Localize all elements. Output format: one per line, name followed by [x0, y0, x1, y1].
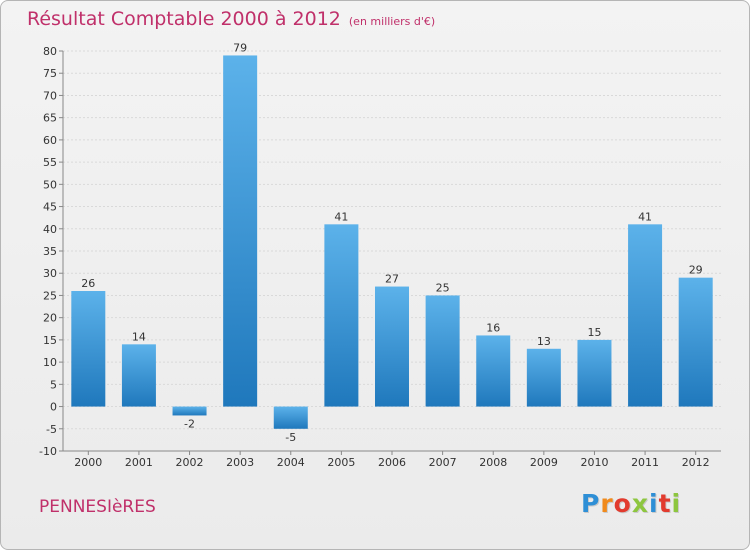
bar-value-label: 29 — [689, 264, 703, 277]
bar — [273, 406, 308, 429]
place-name: PENNESIèRES — [39, 497, 156, 517]
y-tick-label: 10 — [43, 356, 57, 369]
logo-letter: x — [631, 489, 649, 518]
chart-title: Résultat Comptable 2000 à 2012 (en millie… — [27, 8, 435, 30]
y-tick-label: 40 — [43, 223, 57, 236]
logo-letter: P — [581, 489, 601, 518]
x-tick-label: 2008 — [479, 456, 507, 469]
x-tick-label: 2012 — [682, 456, 710, 469]
bar — [476, 335, 511, 407]
bar-value-label: 16 — [486, 321, 500, 334]
y-tick-label: 0 — [50, 401, 57, 414]
y-tick-label: 30 — [43, 267, 57, 280]
x-tick-label: 2006 — [378, 456, 406, 469]
logo-letter: t — [658, 489, 672, 518]
bar-value-label: -2 — [184, 417, 195, 430]
bar — [577, 339, 612, 407]
y-tick-label: 50 — [43, 178, 57, 191]
x-tick-label: 2002 — [176, 456, 204, 469]
y-tick-label: 5 — [50, 378, 57, 391]
bar-value-label: 25 — [436, 281, 450, 294]
y-tick-label: 75 — [43, 67, 57, 80]
y-tick-label: 60 — [43, 134, 57, 147]
bar — [425, 295, 460, 407]
y-tick-label: 25 — [43, 289, 57, 302]
x-tick-label: 2010 — [580, 456, 608, 469]
logo-letter: r — [600, 489, 614, 518]
bar-value-label: 26 — [81, 277, 95, 290]
x-tick-label: 2009 — [530, 456, 558, 469]
y-tick-label: -5 — [46, 423, 57, 436]
logo-letter: i — [649, 489, 659, 518]
bar — [678, 277, 713, 407]
bar-value-label: 41 — [638, 210, 652, 223]
bar — [628, 224, 663, 407]
bar-value-label: 27 — [385, 273, 399, 286]
x-tick-label: 2001 — [125, 456, 153, 469]
bar — [121, 344, 156, 407]
logo-letter: i — [671, 489, 682, 518]
bar-value-label: 13 — [537, 335, 551, 348]
bar — [375, 286, 409, 407]
bar — [526, 348, 561, 407]
y-tick-label: -10 — [39, 445, 57, 458]
bar — [324, 224, 359, 407]
bar — [71, 291, 106, 407]
bar-value-label: -5 — [285, 431, 296, 444]
bar — [172, 406, 207, 416]
bar-value-label: 79 — [233, 41, 247, 54]
chart-subtitle: (en milliers d'€) — [348, 15, 436, 28]
chart-title-text: Résultat Comptable 2000 à 2012 — [27, 8, 341, 30]
x-tick-label: 2007 — [429, 456, 457, 469]
x-tick-label: 2000 — [74, 456, 102, 469]
y-tick-label: 15 — [43, 334, 57, 347]
x-tick-label: 2011 — [631, 456, 659, 469]
y-tick-label: 45 — [43, 201, 57, 214]
bar-value-label: 14 — [132, 330, 146, 343]
x-tick-label: 2005 — [327, 456, 355, 469]
logo-letter: o — [613, 489, 632, 518]
bar-value-label: 41 — [334, 210, 348, 223]
y-tick-label: 70 — [43, 89, 57, 102]
bar — [223, 55, 258, 407]
y-tick-label: 35 — [43, 245, 57, 258]
bar-value-label: 15 — [587, 326, 601, 339]
y-tick-label: 20 — [43, 312, 57, 325]
x-tick-label: 2003 — [226, 456, 254, 469]
y-tick-label: 80 — [43, 45, 57, 58]
y-tick-label: 65 — [43, 112, 57, 125]
y-tick-label: 55 — [43, 156, 57, 169]
proxiti-logo: Proxiti — [581, 489, 681, 518]
x-tick-label: 2004 — [277, 456, 305, 469]
